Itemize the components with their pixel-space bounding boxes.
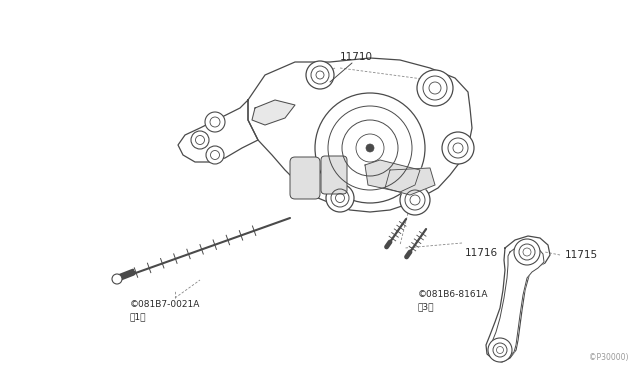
Polygon shape	[178, 100, 258, 162]
Circle shape	[442, 132, 474, 164]
FancyBboxPatch shape	[290, 157, 320, 199]
Polygon shape	[248, 58, 472, 212]
Circle shape	[112, 274, 122, 284]
Circle shape	[306, 61, 334, 89]
Circle shape	[206, 146, 224, 164]
Circle shape	[400, 185, 430, 215]
Text: 11710: 11710	[340, 52, 373, 62]
Circle shape	[205, 112, 225, 132]
Circle shape	[191, 131, 209, 149]
Text: ©081B6-8161A: ©081B6-8161A	[418, 290, 488, 299]
Text: ©081B7-0021A: ©081B7-0021A	[130, 300, 200, 309]
Polygon shape	[385, 168, 435, 195]
FancyBboxPatch shape	[321, 156, 347, 194]
Polygon shape	[491, 244, 544, 358]
Circle shape	[514, 239, 540, 265]
Polygon shape	[365, 160, 420, 192]
Text: ©P30000): ©P30000)	[589, 353, 628, 362]
Polygon shape	[486, 236, 550, 362]
Circle shape	[488, 338, 512, 362]
Text: 11716: 11716	[465, 248, 498, 258]
Polygon shape	[252, 100, 295, 125]
Circle shape	[417, 70, 453, 106]
Text: 11715: 11715	[565, 250, 598, 260]
Circle shape	[366, 144, 374, 152]
Circle shape	[326, 184, 354, 212]
Text: （3）: （3）	[418, 302, 435, 311]
Circle shape	[315, 93, 425, 203]
Text: （1）: （1）	[130, 312, 147, 321]
